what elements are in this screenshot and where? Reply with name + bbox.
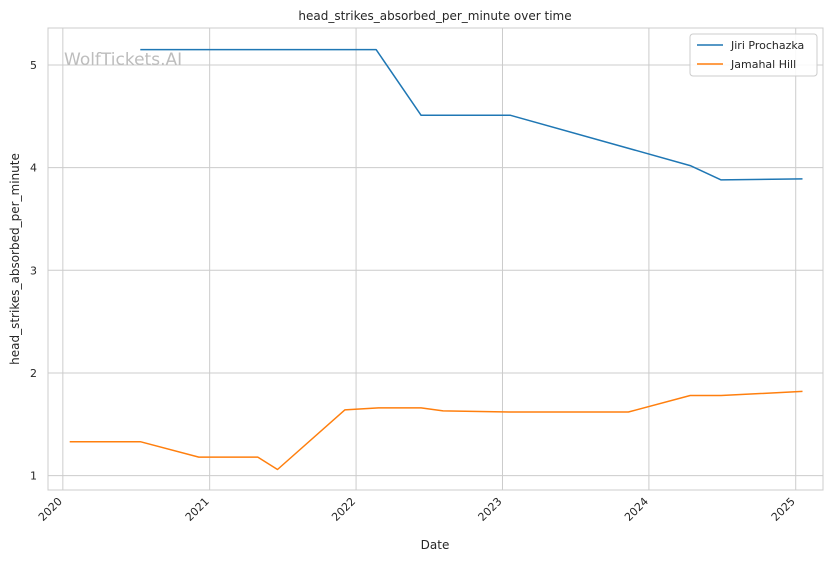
data-point: [256, 456, 259, 459]
series-line-1: [140, 48, 803, 181]
data-point: [276, 468, 279, 471]
y-axis-label: head_strikes_absorbed_per_minute: [8, 153, 22, 365]
y-tick-label: 5: [30, 59, 37, 72]
data-point: [343, 408, 346, 411]
data-point: [377, 406, 380, 409]
y-tick-label: 4: [30, 162, 37, 175]
data-point: [197, 456, 200, 459]
plot-frame: [47, 27, 824, 491]
data-point: [375, 48, 378, 51]
y-tick-label: 2: [30, 367, 37, 380]
data-point: [420, 114, 423, 117]
data-point: [139, 48, 142, 51]
data-point: [720, 394, 723, 397]
legend-label: Jiri Prochazka: [730, 39, 804, 52]
data-point: [509, 114, 512, 117]
data-point: [627, 410, 630, 413]
data-point: [720, 178, 723, 181]
data-point: [420, 406, 423, 409]
legend: Jiri Prochazka Jamahal Hill: [689, 33, 818, 77]
chart-title: head_strikes_absorbed_per_minute over ti…: [298, 9, 571, 23]
data-point: [801, 390, 804, 393]
series-layer: [68, 48, 804, 471]
data-point: [68, 440, 71, 443]
data-point: [689, 394, 692, 397]
data-point: [689, 164, 692, 167]
legend-label: Jamahal Hill: [730, 58, 796, 71]
y-tick-label: 1: [30, 470, 37, 483]
data-point: [509, 410, 512, 413]
watermark: WolfTickets.AI: [64, 50, 182, 70]
data-point: [801, 177, 804, 180]
x-axis-label: Date: [421, 538, 450, 552]
series-line-2: [69, 390, 803, 471]
data-point: [442, 409, 445, 412]
data-point: [139, 440, 142, 443]
y-tick-label: 3: [30, 264, 37, 277]
